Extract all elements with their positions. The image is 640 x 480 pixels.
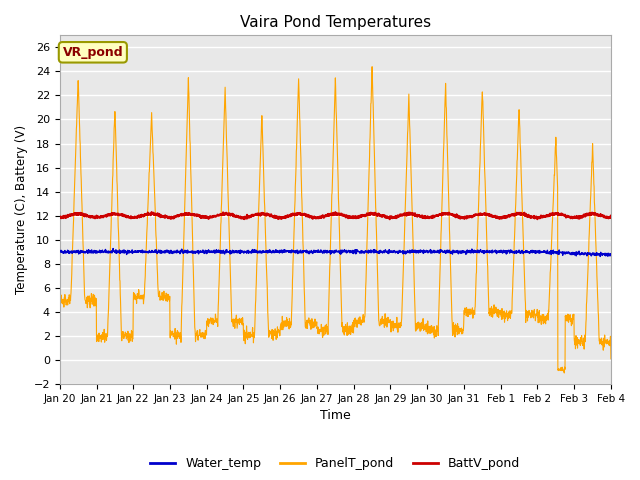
Text: VR_pond: VR_pond xyxy=(63,46,123,59)
Y-axis label: Temperature (C), Battery (V): Temperature (C), Battery (V) xyxy=(15,125,28,294)
Title: Vaira Pond Temperatures: Vaira Pond Temperatures xyxy=(240,15,431,30)
X-axis label: Time: Time xyxy=(320,409,351,422)
Legend: Water_temp, PanelT_pond, BattV_pond: Water_temp, PanelT_pond, BattV_pond xyxy=(145,452,525,475)
